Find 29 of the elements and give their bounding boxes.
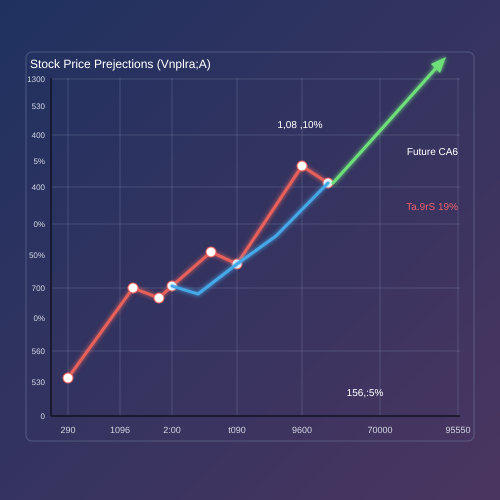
chart-title: Stock Price Prejections (Vnplra;A) <box>30 57 211 71</box>
text: 400 <box>32 182 46 192</box>
text: 50% <box>28 250 45 260</box>
annotation: Ta.9rS 19% <box>406 202 458 213</box>
text: 560 <box>32 346 46 356</box>
text: Future CA6 <box>406 147 458 158</box>
point <box>128 282 138 294</box>
text: 0% <box>33 220 45 229</box>
text: 1,08 ,10% <box>277 120 323 131</box>
x-tick-label: t090 <box>228 425 246 435</box>
x-tick-label: 2:00 <box>163 425 181 435</box>
point <box>154 292 164 304</box>
x-tick-label: 9600 <box>292 425 312 435</box>
text: 700 <box>32 284 46 293</box>
text: 530 <box>32 378 46 387</box>
point <box>296 160 308 172</box>
point <box>206 246 216 258</box>
point <box>62 372 74 384</box>
text: 1300 <box>27 74 46 84</box>
x-tick-label: 290 <box>60 425 76 435</box>
text: 5% <box>33 156 45 166</box>
x-tick-label: 70000 <box>367 425 393 435</box>
annotation: 156,:5% <box>346 388 384 399</box>
x-tick-label: 1096 <box>110 425 130 435</box>
text: 0% <box>33 314 45 323</box>
text: 0 <box>40 412 46 421</box>
x-tick-label: 95550 <box>445 425 471 435</box>
text: 400 <box>32 130 46 140</box>
text: 530 <box>32 102 46 111</box>
